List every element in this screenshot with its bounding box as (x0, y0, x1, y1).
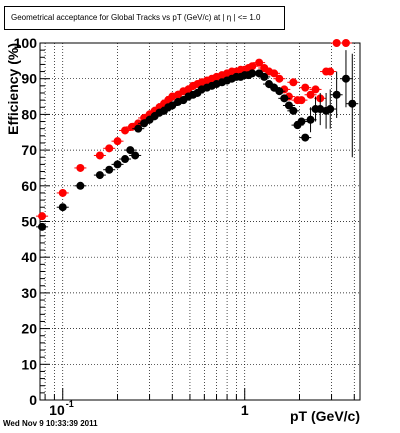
red-data-point (270, 69, 279, 78)
black-data-point (284, 101, 293, 110)
chart-title: Geometrical acceptance for Global Tracks… (4, 6, 285, 30)
y-tick-label: 90 (21, 71, 37, 87)
black-data-point (297, 117, 306, 126)
black-data-point (341, 74, 350, 83)
red-data-point (58, 188, 67, 197)
red-data-point (297, 96, 306, 105)
red-data-point (306, 90, 315, 99)
red-data-point (341, 39, 350, 47)
black-data-point (76, 181, 85, 190)
red-data-point (38, 212, 47, 221)
y-tick-label: 60 (21, 178, 37, 194)
y-tick-label: 10 (21, 356, 37, 372)
x-tick-label: 10 (49, 402, 65, 418)
x-tick-label: 1 (241, 402, 249, 418)
black-data-point (126, 146, 135, 155)
red-data-point (311, 85, 320, 94)
red-data-point (95, 151, 104, 160)
data-points (36, 39, 359, 231)
red-data-point (121, 126, 130, 135)
red-data-point (289, 78, 298, 87)
black-data-point (134, 124, 143, 133)
black-data-point (121, 155, 130, 164)
x-axis-label: pT (GeV/c) (290, 408, 360, 424)
y-tick-label: 0 (29, 392, 37, 408)
black-data-point (131, 151, 140, 160)
black-data-point (58, 203, 67, 212)
y-tick-label: 30 (21, 285, 37, 301)
grid-lines (40, 43, 360, 400)
red-data-point (326, 67, 335, 76)
black-data-point (248, 69, 257, 78)
red-data-point (255, 58, 264, 67)
y-axis-label: Efficiency (%) (5, 43, 21, 135)
black-data-point (332, 90, 341, 99)
x-tick-label-exponent: -1 (66, 399, 74, 409)
black-data-point (301, 133, 310, 142)
timestamp: Wed Nov 9 10:33:39 2011 (3, 419, 98, 428)
black-data-point (260, 72, 269, 81)
black-data-point (348, 99, 357, 108)
black-data-point (105, 165, 114, 174)
black-data-point (38, 222, 47, 231)
y-tick-label: 100 (14, 35, 38, 51)
axis-ticks (40, 42, 355, 401)
red-data-point (332, 39, 341, 47)
y-tick-label: 20 (21, 321, 37, 337)
red-data-point (275, 74, 284, 83)
black-data-point (275, 87, 284, 96)
y-tick-label: 40 (21, 249, 37, 265)
black-data-point (326, 105, 335, 114)
black-data-point (113, 160, 122, 169)
red-data-point (301, 83, 310, 92)
red-data-point (113, 137, 122, 146)
y-tick-label: 70 (21, 142, 37, 158)
black-data-point (280, 94, 289, 103)
red-data-point (76, 163, 85, 172)
black-data-point (168, 101, 177, 110)
black-data-point (289, 106, 298, 115)
red-data-point (105, 144, 114, 153)
y-tick-label: 80 (21, 106, 37, 122)
black-data-point (95, 171, 104, 180)
y-tick-label: 50 (21, 214, 37, 230)
red-data-point (248, 62, 257, 71)
black-data-point (306, 115, 315, 124)
